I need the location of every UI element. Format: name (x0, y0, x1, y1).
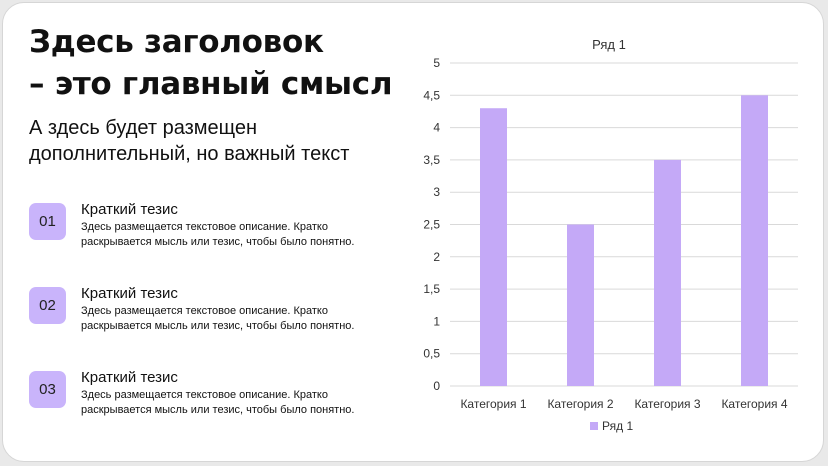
thesis-number-badge: 02 (29, 287, 66, 324)
y-tick-label: 4,5 (423, 88, 440, 102)
y-tick-label: 1,5 (423, 282, 440, 296)
chart-legend: Ряд 1 (590, 419, 633, 433)
y-tick-label: 4 (433, 121, 440, 135)
thesis-title: Краткий тезис (81, 369, 178, 386)
x-tick-label: Категория 1 (460, 397, 526, 411)
y-tick-label: 3,5 (423, 153, 440, 167)
bar (654, 159, 681, 386)
subtitle-line-2: дополнительный, но важный текст (29, 143, 350, 165)
bar (741, 95, 768, 387)
bar (567, 224, 594, 386)
thesis-item-2: 02 Краткий тезис Здесь размещается текст… (29, 285, 389, 357)
chart-grid (450, 62, 798, 387)
chart-bars (480, 95, 768, 387)
page-title-line-2: – это главный смысл (29, 66, 393, 102)
y-tick-label: 2 (433, 250, 440, 264)
y-tick-label: 1 (433, 314, 440, 328)
thesis-number-badge: 01 (29, 203, 66, 240)
thesis-description: Здесь размещается текстовое описание. Кр… (81, 389, 355, 416)
y-tick-label: 0 (433, 379, 440, 393)
thesis-description: Здесь размещается текстовое описание. Кр… (81, 221, 355, 248)
legend-swatch (590, 422, 598, 430)
y-tick-label: 2,5 (423, 218, 440, 232)
subtitle-line-1: А здесь будет размещен (29, 117, 258, 139)
legend-label: Ряд 1 (602, 419, 633, 433)
chart-y-axis: 0 0,5 1 1,5 2 2,5 3 3,5 4 4,5 5 (423, 56, 440, 393)
page-title: Здесь заголовок – это главный смысл (29, 21, 409, 105)
slide: Здесь заголовок – это главный смысл А зд… (2, 2, 824, 462)
x-tick-label: Категория 2 (547, 397, 613, 411)
page-title-line-1: Здесь заголовок (29, 24, 324, 60)
y-tick-label: 3 (433, 185, 440, 199)
chart-title: Ряд 1 (592, 37, 626, 52)
y-tick-label: 5 (433, 56, 440, 70)
thesis-number-badge: 03 (29, 371, 66, 408)
chart-x-axis: Категория 1 Категория 2 Категория 3 Категор… (460, 397, 787, 411)
thesis-item-3: 03 Краткий тезис Здесь размещается текст… (29, 369, 389, 441)
thesis-title: Краткий тезис (81, 285, 178, 302)
thesis-description: Здесь размещается текстовое описание. Кр… (81, 305, 355, 332)
thesis-title: Краткий тезис (81, 201, 178, 218)
x-tick-label: Категория 4 (721, 397, 787, 411)
bar (480, 108, 507, 386)
subtitle: А здесь будет размещен дополнительный, н… (29, 115, 409, 167)
thesis-item-1: 01 Краткий тезис Здесь размещается текст… (29, 201, 389, 273)
x-tick-label: Категория 3 (634, 397, 700, 411)
y-tick-label: 0,5 (423, 347, 440, 361)
